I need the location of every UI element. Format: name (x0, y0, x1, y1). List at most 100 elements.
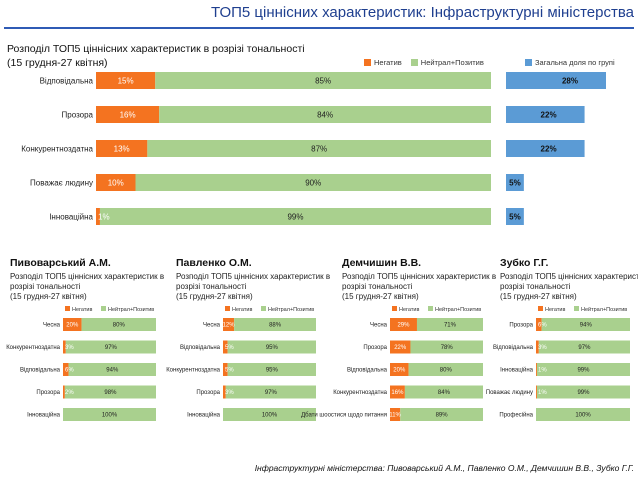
data-label-negative-прозора: 3% (225, 390, 234, 396)
main-chart-title-text: Розподіл ТОП5 ціннісних характеристик в … (7, 43, 305, 55)
bar-neutral-конкурентноздатна (65, 340, 156, 354)
mini-legend-negative-swatch (65, 306, 70, 311)
category-label-відповідальна: Відповідальна (40, 76, 94, 85)
category-label-відповідальна: Відповідальна (347, 368, 388, 374)
data-label-negative-конкурентноздатна: 13% (114, 144, 130, 153)
category-label-професійна: Професійна (499, 412, 533, 419)
data-label-neutral-дбати-шоостися-щодо-питання: 89% (436, 413, 449, 419)
data-label-negative-конкурентноздатна: 16% (391, 390, 404, 396)
mini-legend-neutral-swatch (261, 306, 266, 311)
share-bar-відповідальна (506, 72, 606, 89)
bar-neutral-професійна (536, 408, 630, 421)
politician-block-pavlenko: Павленко О.М. Розподіл ТОП5 ціннісних ха… (176, 257, 331, 302)
bar-neutral-інноваційна (536, 363, 630, 376)
mini-legend-neutral-swatch (428, 306, 433, 311)
category-label-чесна: Чесна (370, 323, 388, 329)
legend-neutral-label: Нейтрал+Позитив (420, 58, 484, 67)
data-label-negative-поважає-людину: 1% (538, 390, 547, 396)
bar-neutral-поважає-людину (135, 174, 491, 191)
share-bar-конкурентноздатна (506, 140, 585, 157)
data-label-negative-відповідальна: 20% (393, 368, 406, 374)
politician-subtitle: Розподіл ТОП5 ціннісних характеристик в … (500, 272, 638, 291)
politician-name: Демчишин В.В. (342, 257, 422, 269)
bar-negative-відповідальна (390, 363, 409, 376)
category-label-поважає-людину: Поважає людину (486, 390, 533, 396)
bar-negative-прозора (63, 385, 65, 399)
title-divider (4, 27, 634, 29)
data-label-negative-відповідальна: 6% (65, 368, 74, 374)
bar-neutral-відповідальна (538, 340, 630, 354)
politician-block-pyvovarskyi: Пивоварський А.М. Розподіл ТОП5 ціннісни… (10, 257, 165, 302)
category-label-відповідальна: Відповідальна (493, 345, 534, 351)
bar-negative-конкурентноздатна (63, 340, 66, 354)
data-label-neutral-чесна: 80% (113, 323, 126, 329)
bar-negative-відповідальна (96, 72, 156, 89)
category-label-поважає-людину: Поважає людину (30, 178, 93, 187)
bar-neutral-конкурентноздатна (227, 363, 316, 376)
legend-share-swatch (525, 59, 532, 66)
bar-neutral-конкурентноздатна (404, 385, 483, 399)
page-title: ТОП5 ціннісних характеристик: Інфраструк… (210, 4, 634, 21)
data-label-neutral-інноваційна: 99% (287, 212, 303, 221)
politician-period: (15 грудня-27 квітня) (342, 292, 419, 301)
category-label-інноваційна: Інноваційна (27, 412, 61, 419)
share-legend: Загальна доля по групі (525, 58, 615, 67)
bar-negative-чесна (63, 318, 82, 331)
bar-neutral-прозора (159, 106, 491, 123)
main-chart-title: Розподіл ТОП5 ціннісних характеристик в … (7, 42, 305, 70)
bar-neutral-інноваційна (63, 408, 156, 421)
bar-negative-конкурентноздатна (390, 385, 405, 399)
politician-subtitle: Розподіл ТОП5 ціннісних характеристик в … (176, 272, 331, 291)
bar-negative-поважає-людину (96, 174, 136, 191)
mini-legend-neutral-label: Нейтрал+Позитив (108, 306, 154, 313)
data-label-neutral-конкурентноздатна: 84% (438, 390, 451, 396)
bar-negative-інноваційна (96, 208, 100, 225)
category-label-конкурентноздатна: Конкурентноздатна (21, 144, 93, 153)
bar-negative-відповідальна (223, 340, 228, 354)
bar-negative-прозора (536, 318, 542, 331)
politician-name: Павленко О.М. (176, 257, 252, 269)
mini-legend-negative-swatch (392, 306, 397, 311)
data-label-neutral-конкурентноздатна: 95% (266, 368, 279, 374)
bar-neutral-прозора (225, 385, 316, 399)
share-bar-інноваційна (506, 208, 524, 225)
share-label-відповідальна: 28% (562, 77, 578, 86)
mini-legend-negative-label: Негатив (72, 307, 92, 313)
data-label-negative-інноваційна: 1% (538, 368, 547, 374)
bar-negative-прозора (223, 385, 226, 399)
politician-period: (15 грудня-27 квітня) (176, 292, 253, 301)
politician-period: (15 грудня-27 квітня) (10, 292, 87, 301)
bar-neutral-конкурентноздатна (147, 140, 491, 157)
data-label-neutral-відповідальна: 95% (266, 345, 279, 351)
data-label-neutral-поважає-людину: 90% (305, 178, 321, 187)
mini-legend-neutral-label: Нейтрал+Позитив (435, 306, 481, 313)
data-label-negative-прозора: 16% (120, 110, 136, 119)
category-label-відповідальна: Відповідальна (180, 345, 221, 351)
bar-negative-відповідальна (536, 340, 539, 354)
data-label-negative-інноваційна: 1% (98, 212, 110, 221)
data-label-negative-відповідальна: 15% (118, 76, 134, 85)
bar-neutral-інноваційна (99, 208, 491, 225)
mini-legend-neutral-swatch (574, 306, 579, 311)
data-label-neutral-прозора: 84% (317, 110, 333, 119)
bar-neutral-інноваційна (223, 408, 316, 421)
bar-negative-чесна (223, 318, 235, 331)
category-label-прозора: Прозора (509, 323, 533, 329)
politician-period: (15 грудня-27 квітня) (500, 292, 577, 301)
category-label-прозора: Прозора (36, 390, 60, 396)
mini-legend-negative-label: Негатив (399, 307, 419, 313)
bar-negative-інноваційна (536, 363, 537, 376)
category-label-чесна: Чесна (43, 323, 61, 329)
data-label-negative-прозора: 6% (538, 323, 547, 329)
data-label-negative-прозора: 22% (394, 345, 407, 351)
bar-neutral-поважає-людину (536, 385, 630, 399)
bar-neutral-відповідальна (68, 363, 156, 376)
bar-neutral-дбати-шоостися-щодо-питання (400, 408, 483, 421)
category-label-чесна: Чесна (203, 323, 221, 329)
data-label-neutral-прозора: 78% (441, 345, 454, 351)
category-label-конкурентноздатна: Конкурентноздатна (333, 390, 387, 396)
data-label-negative-чесна: 12% (223, 323, 236, 329)
bar-neutral-відповідальна (408, 363, 483, 376)
category-label-інноваційна: Інноваційна (187, 412, 221, 419)
bar-negative-прозора (96, 106, 160, 123)
